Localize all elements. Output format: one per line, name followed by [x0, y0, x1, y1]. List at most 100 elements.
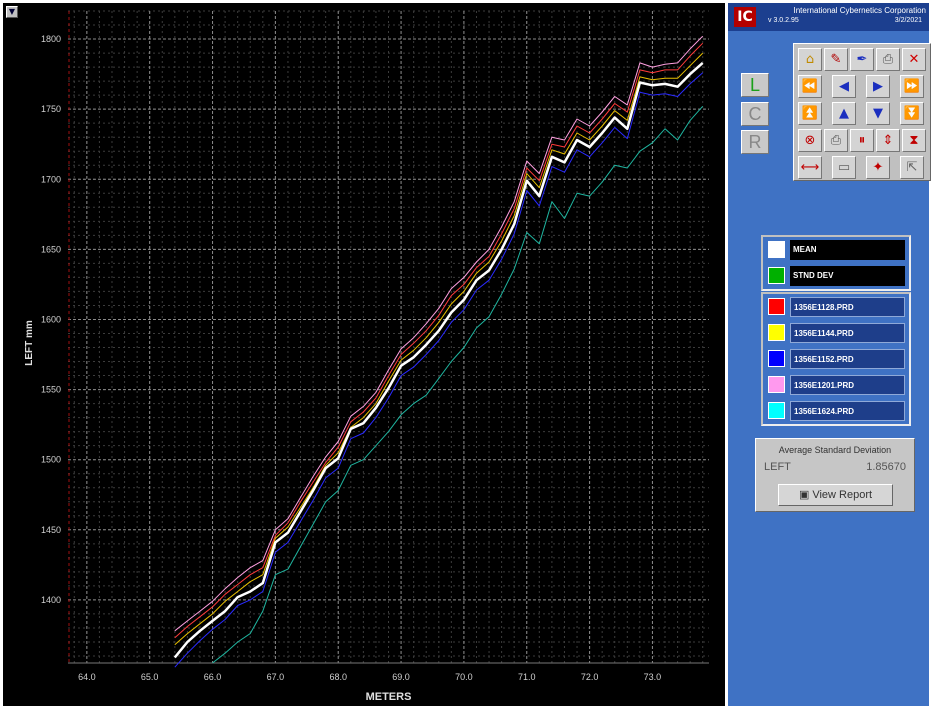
legend-label: MEAN: [790, 240, 905, 260]
file-swatch: [768, 350, 785, 367]
date-label: 3/2/2021: [894, 17, 922, 24]
first-icon: ⏪: [801, 79, 819, 94]
file-label: 1356E1128.PRD: [790, 297, 905, 317]
series-line-1356e1624-prd: [212, 105, 704, 664]
left-rail-button[interactable]: L: [741, 73, 769, 97]
close-icon: ✕: [908, 52, 920, 67]
chart-menu-button[interactable]: ▼: [6, 6, 18, 18]
stop-button[interactable]: ⊗: [798, 129, 822, 152]
x-tick-label: 65.0: [141, 672, 159, 682]
top-button[interactable]: ⏫: [798, 102, 822, 125]
file-item[interactable]: 1356E1201.PRD: [763, 372, 909, 398]
pause-icon: ⏸: [858, 133, 866, 148]
line-chart[interactable]: 64.0 65.0 66.0 67.0 68.0 69.0 70.0 71.0 72.0 73.0…: [3, 3, 725, 706]
y-tick-label: 1650: [41, 244, 61, 254]
open-button[interactable]: ⌂: [798, 48, 822, 71]
frame-icon: ▭: [837, 160, 851, 175]
file-item[interactable]: 1356E1144.PRD: [763, 320, 909, 346]
pen-icon: ✒: [856, 52, 868, 67]
top-icon: ⏫: [801, 106, 819, 121]
file-item[interactable]: 1356E1152.PRD: [763, 346, 909, 372]
bottom-button[interactable]: ⏬: [900, 102, 924, 125]
file-item[interactable]: 1356E1128.PRD: [763, 294, 909, 320]
stop-icon: ⊗: [804, 133, 816, 148]
y-tick-label: 1700: [41, 174, 61, 184]
x-tick-label: 66.0: [204, 672, 222, 682]
series-line-1356e1128-prd: [174, 42, 704, 639]
file-item[interactable]: 1356E1624.PRD: [763, 398, 909, 424]
x-tick-label: 70.0: [455, 672, 473, 682]
std-dev-panel: Average Standard Deviation LEFT 1.85670 …: [755, 438, 915, 512]
file-swatch: [768, 324, 785, 341]
std-dev-value: 1.85670: [866, 461, 906, 473]
right-rail-button[interactable]: R: [741, 130, 769, 154]
next-button[interactable]: ▶: [866, 75, 890, 98]
legend-stats: MEAN STND DEV: [761, 235, 911, 291]
pen-button[interactable]: ✒: [850, 48, 874, 71]
legend-item-stddev[interactable]: STND DEV: [763, 263, 909, 289]
x-tick-label: 73.0: [644, 672, 662, 682]
company-logo: IC: [734, 7, 756, 27]
edit-icon: ✎: [830, 52, 842, 67]
last-button[interactable]: ⏩: [900, 75, 924, 98]
y-tick-label: 1500: [41, 455, 61, 465]
updown-button[interactable]: ⇕: [876, 129, 900, 152]
edit-button[interactable]: ✎: [824, 48, 848, 71]
print-icon: ⎙: [882, 52, 894, 67]
file-swatch: [768, 402, 785, 419]
target-button[interactable]: ✦: [866, 156, 890, 179]
x-tick-label: 71.0: [518, 672, 536, 682]
y-tick-label: 1800: [41, 34, 61, 44]
view-report-button[interactable]: ▣ View Report: [778, 484, 893, 506]
range-icon: ⟷: [800, 160, 820, 175]
pause-button[interactable]: ⏸: [850, 129, 874, 152]
close-button[interactable]: ✕: [902, 48, 926, 71]
first-button[interactable]: ⏪: [798, 75, 822, 98]
x-tick-label: 67.0: [267, 672, 285, 682]
app-title-bar: IC International Cybernetics Corporation…: [728, 3, 929, 31]
series-line-1356e1152-prd: [174, 72, 704, 668]
down-icon: ▼: [873, 106, 883, 121]
y-axis-label: LEFT mm: [24, 320, 35, 366]
export-icon: ⇱: [906, 160, 918, 175]
frame-button[interactable]: ▭: [832, 156, 856, 179]
up-icon: ▲: [839, 106, 849, 121]
range-button[interactable]: ⟷: [798, 156, 822, 179]
version-label: v 3.0.2.95: [768, 17, 799, 24]
export-button[interactable]: ⇱: [900, 156, 924, 179]
std-dev-name: LEFT: [764, 461, 791, 473]
hourglass-icon: ⧗: [909, 133, 919, 148]
down-button[interactable]: ▼: [866, 102, 890, 125]
printer-icon: ⎙: [830, 133, 842, 148]
file-label: 1356E1624.PRD: [790, 401, 905, 421]
file-label: 1356E1144.PRD: [790, 323, 905, 343]
x-tick-label: 72.0: [581, 672, 599, 682]
std-dev-title: Average Standard Deviation: [778, 445, 892, 455]
open-icon: ⌂: [805, 52, 815, 67]
center-button[interactable]: C: [741, 102, 769, 126]
series-line-1356e1144-prd: [174, 52, 704, 646]
file-swatch: [768, 376, 785, 393]
control-panel: IC International Cybernetics Corporation…: [728, 3, 931, 706]
printer-button[interactable]: ⎙: [824, 129, 848, 152]
up-button[interactable]: ▲: [832, 102, 856, 125]
series-line-mean: [173, 61, 704, 659]
target-icon: ✦: [872, 160, 884, 175]
y-tick-label: 1400: [41, 595, 61, 605]
mean-swatch: [768, 241, 785, 258]
legend-item-mean[interactable]: MEAN: [763, 237, 909, 263]
stddev-swatch: [768, 267, 785, 284]
prev-icon: ◀: [839, 79, 849, 94]
file-label: 1356E1201.PRD: [790, 375, 905, 395]
toolbar: ⌂ ✎ ✒ ⎙ ✕ ⏪ ◀ ▶ ⏩ ⏫ ▲ ▼ ⏬ ⊗ ⎙ ⏸ ⇕ ⧗ ⟷ ▭ ✦ ⇱: [793, 43, 931, 181]
file-label: 1356E1152.PRD: [790, 349, 905, 369]
file-swatch: [768, 298, 785, 315]
legend-label: STND DEV: [790, 266, 905, 286]
hourglass-button[interactable]: ⧗: [902, 129, 926, 152]
print-button[interactable]: ⎙: [876, 48, 900, 71]
updown-icon: ⇕: [882, 133, 894, 148]
prev-button[interactable]: ◀: [832, 75, 856, 98]
last-icon: ⏩: [903, 79, 921, 94]
series-line-1356e1201-prd: [174, 35, 704, 632]
chart-pane: 64.0 65.0 66.0 67.0 68.0 69.0 70.0 71.0 72.0 73.0…: [3, 3, 725, 706]
